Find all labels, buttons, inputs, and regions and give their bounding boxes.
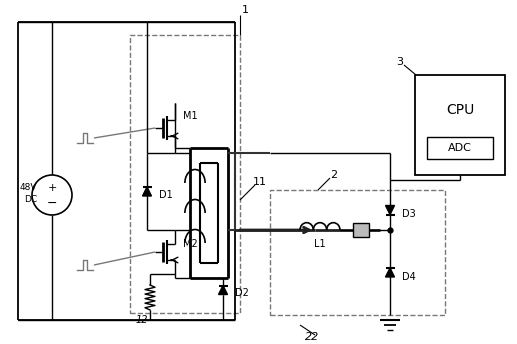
Text: 48V: 48V: [20, 183, 37, 192]
Bar: [415, 75, 505, 175]
Text: D4: D4: [402, 271, 416, 281]
Bar: [427, 137, 493, 159]
Text: −: −: [47, 196, 57, 209]
Bar: [270, 190, 445, 315]
Text: 12: 12: [135, 315, 148, 325]
Text: D3: D3: [402, 209, 416, 219]
Text: 11: 11: [253, 177, 267, 187]
Text: ADC: ADC: [448, 143, 472, 153]
Text: 3: 3: [397, 57, 403, 67]
Polygon shape: [386, 268, 394, 277]
Polygon shape: [143, 187, 151, 196]
Text: 22: 22: [305, 332, 319, 342]
Polygon shape: [386, 205, 394, 215]
Circle shape: [32, 175, 72, 215]
Text: M1: M1: [183, 111, 197, 121]
Bar: [130, 35, 240, 313]
Text: D1: D1: [159, 191, 173, 201]
Text: +: +: [48, 183, 57, 193]
Bar: [353, 223, 369, 237]
Text: L1: L1: [314, 239, 326, 249]
Text: 1: 1: [241, 5, 249, 15]
Text: 2: 2: [330, 170, 338, 180]
Text: M2: M2: [183, 239, 197, 249]
Text: D2: D2: [235, 288, 249, 298]
Polygon shape: [219, 286, 227, 294]
Text: DC: DC: [24, 195, 37, 204]
Text: CPU: CPU: [446, 103, 474, 117]
